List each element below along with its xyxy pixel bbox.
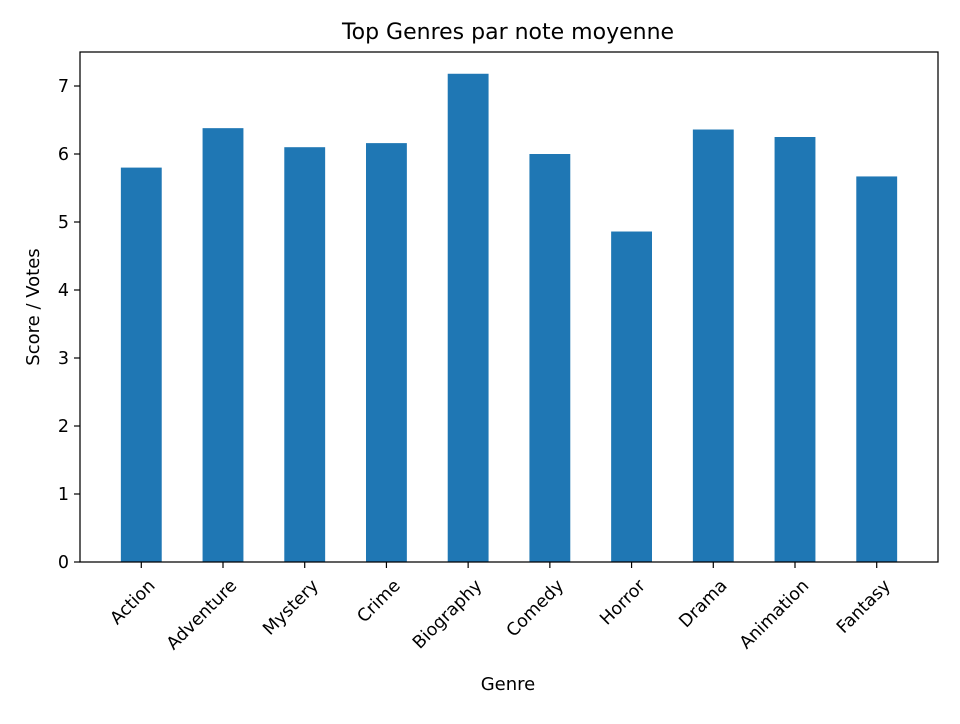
y-axis-label: Score / Votes: [23, 248, 44, 365]
y-tick-label: 2: [58, 417, 69, 437]
x-tick-label: Crime: [354, 576, 405, 627]
y-tick-label: 6: [58, 145, 69, 165]
bar-comedy: [529, 154, 571, 562]
x-tick-label: Comedy: [503, 576, 568, 641]
bar-drama: [692, 129, 734, 562]
x-tick-label: Drama: [676, 576, 732, 632]
x-tick-label: Horror: [596, 575, 650, 629]
x-tick-label: Biography: [409, 576, 486, 653]
x-tick-label: Adventure: [163, 576, 241, 654]
bar-animation: [774, 137, 816, 562]
bar-crime: [366, 143, 407, 562]
y-tick-label: 1: [58, 485, 69, 505]
x-tick-label: Animation: [736, 576, 813, 653]
y-tick-label: 0: [58, 553, 69, 573]
bar-adventure: [202, 128, 244, 562]
chart-title: Top Genres par note moyenne: [341, 20, 674, 45]
y-tick-label: 5: [58, 213, 69, 233]
bar-biography: [447, 73, 489, 562]
bar-action: [120, 167, 162, 562]
x-tick-label: Action: [107, 576, 160, 629]
x-axis-label: Genre: [481, 674, 536, 695]
x-axis-ticks: Action Adventure Mystery Crime Biography Come…: [107, 562, 895, 654]
bar-fantasy: [856, 176, 898, 562]
y-tick-label: 7: [58, 77, 69, 97]
bars-layer: [120, 73, 898, 562]
x-tick-label: Fantasy: [833, 576, 895, 638]
bar-horror: [611, 231, 652, 562]
bar-mystery: [284, 147, 326, 562]
y-axis-ticks: 0 1 2 3 4 5 6 7: [58, 77, 80, 573]
y-tick-label: 3: [58, 349, 69, 369]
x-tick-label: Mystery: [259, 576, 322, 639]
y-tick-label: 4: [58, 281, 69, 301]
plot-frame: [79, 51, 939, 563]
